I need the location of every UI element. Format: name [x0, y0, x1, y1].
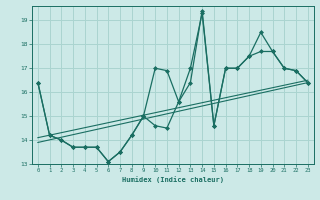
- X-axis label: Humidex (Indice chaleur): Humidex (Indice chaleur): [122, 176, 224, 183]
